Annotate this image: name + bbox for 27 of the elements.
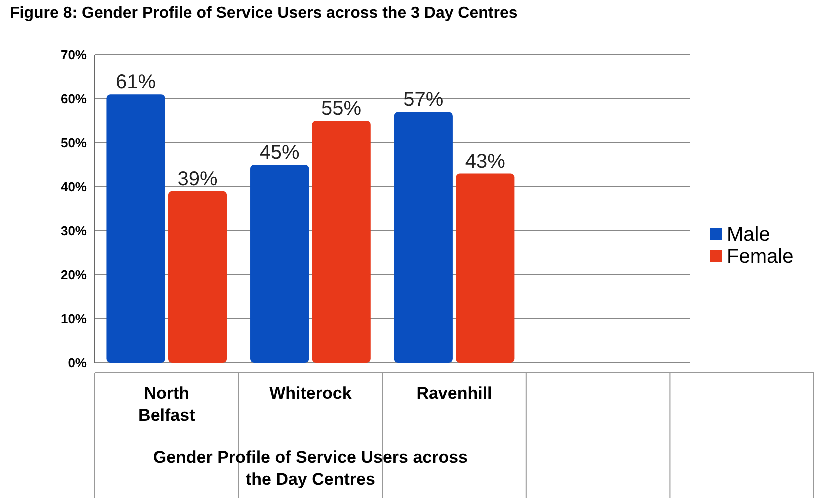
- bar: [250, 165, 310, 363]
- y-tick-label: 0%: [68, 356, 88, 371]
- data-label: 45%: [260, 142, 300, 164]
- data-label: 43%: [465, 150, 506, 173]
- x-tick-label: North Belfast: [138, 384, 196, 425]
- x-tick-label: Ravenhill: [416, 384, 492, 403]
- data-label: 57%: [404, 89, 444, 112]
- data-label: 61%: [116, 72, 156, 94]
- y-tick-label: 50%: [60, 136, 88, 151]
- bar: [394, 112, 453, 363]
- y-tick-label: 70%: [60, 48, 88, 63]
- legend-label: Male: [727, 224, 770, 246]
- y-tick-label: 40%: [60, 180, 88, 195]
- y-tick-label: 20%: [60, 268, 88, 283]
- bar: [106, 94, 166, 363]
- bar: [312, 121, 371, 363]
- y-tick-label: 60%: [60, 92, 88, 107]
- y-tick-label: 30%: [60, 224, 88, 239]
- legend-label: Female: [727, 246, 794, 268]
- y-tick-label: 10%: [60, 312, 88, 327]
- x-axis-title: Gender Profile of Service Users across the Day Centres: [153, 448, 468, 489]
- bar: [168, 191, 228, 363]
- bar: [456, 174, 515, 363]
- chart-title: Figure 8: Gender Profile of Service Users across the 3 Day Centres: [10, 5, 518, 22]
- data-label: 55%: [322, 98, 362, 120]
- x-tick-label: Whiterock: [270, 384, 352, 403]
- data-label: 39%: [178, 168, 218, 190]
